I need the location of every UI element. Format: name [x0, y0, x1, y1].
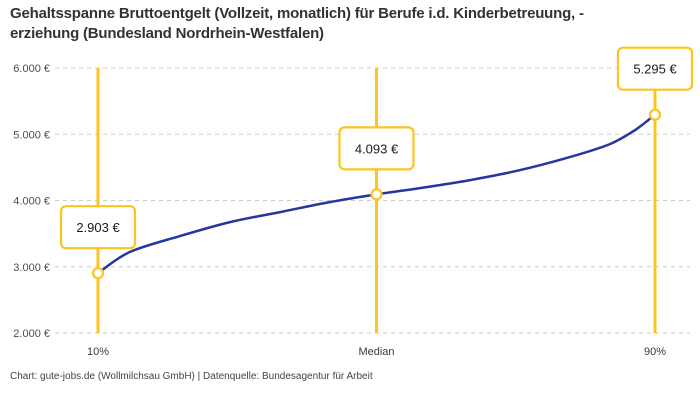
x-axis-label: 90%: [644, 346, 666, 358]
chart-title-line2: erziehung (Bundesland Nordrhein-Westfale…: [10, 25, 324, 42]
chart-title: Gehaltsspanne Bruttoentgelt (Vollzeit, m…: [10, 4, 692, 44]
y-tick-label: 4.000 €: [13, 196, 50, 208]
value-label-text: 2.903 €: [76, 220, 120, 235]
value-label-box: [59, 205, 137, 250]
data-point-marker: [370, 188, 383, 201]
y-tick-label: 3.000 €: [13, 262, 50, 274]
value-label-text: 4.093 €: [355, 141, 399, 156]
y-tick-label: 5.000 €: [13, 129, 50, 141]
value-label-text: 5.295 €: [633, 62, 677, 77]
salary-curve: [96, 113, 657, 275]
data-point-marker: [91, 267, 105, 280]
chart-credit: Chart: gute-jobs.de (Wollmilchsau GmbH) …: [10, 371, 373, 382]
y-tick-label: 2.000 €: [13, 328, 50, 340]
chart-title-line1: Gehaltsspanne Bruttoentgelt (Vollzeit, m…: [10, 5, 584, 22]
data-point-marker: [648, 108, 662, 121]
x-axis-label: Median: [358, 346, 394, 358]
x-axis-label: 10%: [87, 346, 109, 358]
y-tick-label: 6.000 €: [13, 63, 50, 75]
value-label-box: [338, 126, 415, 171]
value-label-box: [616, 46, 694, 91]
